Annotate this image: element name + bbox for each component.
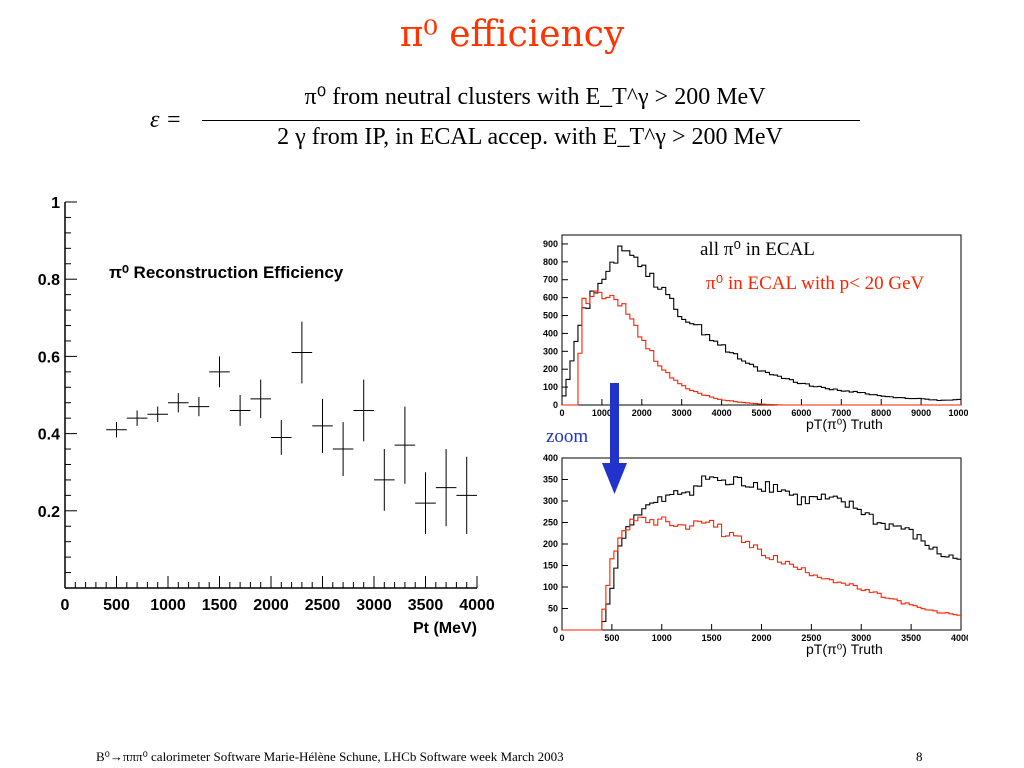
x-tick-label: 500 [103, 597, 130, 614]
y-tick-label: 250 [543, 518, 558, 528]
y-tick-label: 0 [553, 625, 558, 635]
y-tick-label: 700 [543, 275, 558, 285]
formula-denominator: 2 γ from IP, in ECAL accep. with E_T^γ >… [200, 124, 860, 151]
x-tick-label: 2500 [305, 597, 341, 614]
y-tick-label: 0 [553, 400, 558, 410]
all-pi0-label: all π⁰ in ECAL [700, 238, 815, 261]
y-tick-label: 0.8 [38, 272, 60, 289]
x-axis-label: pT(π⁰) Truth [806, 416, 883, 432]
x-tick-label: 2000 [632, 408, 652, 418]
x-tick-label: 10000 [948, 408, 968, 418]
y-tick-label: 50 [548, 604, 558, 614]
efficiency-formula: ε = π⁰ from neutral clusters with E_T^γ … [150, 80, 870, 160]
chart-title: π⁰ Reconstruction Efficiency [109, 263, 344, 282]
x-tick-label: 4000 [712, 408, 732, 418]
x-tick-label: 3000 [356, 597, 392, 614]
zoom-arrow [600, 383, 630, 495]
x-tick-label: 3000 [672, 408, 692, 418]
x-tick-label: 0 [559, 633, 564, 643]
y-tick-label: 200 [543, 539, 558, 549]
plot-background [34, 190, 499, 645]
x-tick-label: 4000 [951, 633, 968, 643]
x-axis-label: pT(π⁰) Truth [806, 641, 883, 657]
y-tick-label: 300 [543, 346, 558, 356]
y-tick-label: 800 [543, 257, 558, 267]
y-tick-label: 0.6 [38, 349, 60, 366]
y-tick-label: 150 [543, 561, 558, 571]
x-tick-label: 0 [559, 408, 564, 418]
y-tick-label: 100 [543, 582, 558, 592]
formula-lhs: ε = [150, 107, 182, 134]
y-tick-label: 400 [543, 453, 558, 463]
x-tick-label: 2000 [751, 633, 771, 643]
x-tick-label: 2000 [253, 597, 289, 614]
y-tick-label: 100 [543, 382, 558, 392]
page-title: π⁰ efficiency [0, 14, 1024, 55]
x-tick-label: 1000 [150, 597, 186, 614]
x-tick-label: 9000 [911, 408, 931, 418]
formula-numerator: π⁰ from neutral clusters with E_T^γ > 20… [210, 82, 860, 111]
y-tick-label: 500 [543, 311, 558, 321]
y-tick-label: 350 [543, 475, 558, 485]
y-tick-label: 0.2 [38, 504, 60, 521]
y-tick-label: 1 [51, 195, 60, 212]
footer-text: B⁰→πππ⁰ calorimeter Software Marie-Hélèn… [96, 749, 564, 765]
y-tick-label: 0.4 [38, 427, 60, 444]
y-tick-label: 300 [543, 496, 558, 506]
fraction-bar [202, 120, 860, 121]
x-tick-label: 3500 [408, 597, 444, 614]
cut-pi0-label: π⁰ in ECAL with p< 20 GeV [706, 272, 924, 295]
x-tick-label: 5000 [751, 408, 771, 418]
x-axis-label: Pt (MeV) [413, 620, 477, 637]
y-tick-label: 900 [543, 239, 558, 249]
page-number: 8 [916, 749, 923, 765]
y-tick-label: 200 [543, 364, 558, 374]
x-tick-label: 1500 [202, 597, 238, 614]
x-tick-label: 500 [604, 633, 619, 643]
zoom-label: zoom [546, 426, 588, 448]
x-tick-label: 3500 [901, 633, 921, 643]
x-tick-label: 0 [61, 597, 70, 614]
y-tick-label: 400 [543, 328, 558, 338]
efficiency-chart: 0 500 1000 1500 2000 2500 3000 3500 4000 0.2 0.4 0.… [34, 190, 499, 645]
x-tick-label: 1000 [652, 633, 672, 643]
y-tick-label: 600 [543, 293, 558, 303]
x-tick-label: 4000 [459, 597, 495, 614]
x-tick-label: 1500 [702, 633, 722, 643]
